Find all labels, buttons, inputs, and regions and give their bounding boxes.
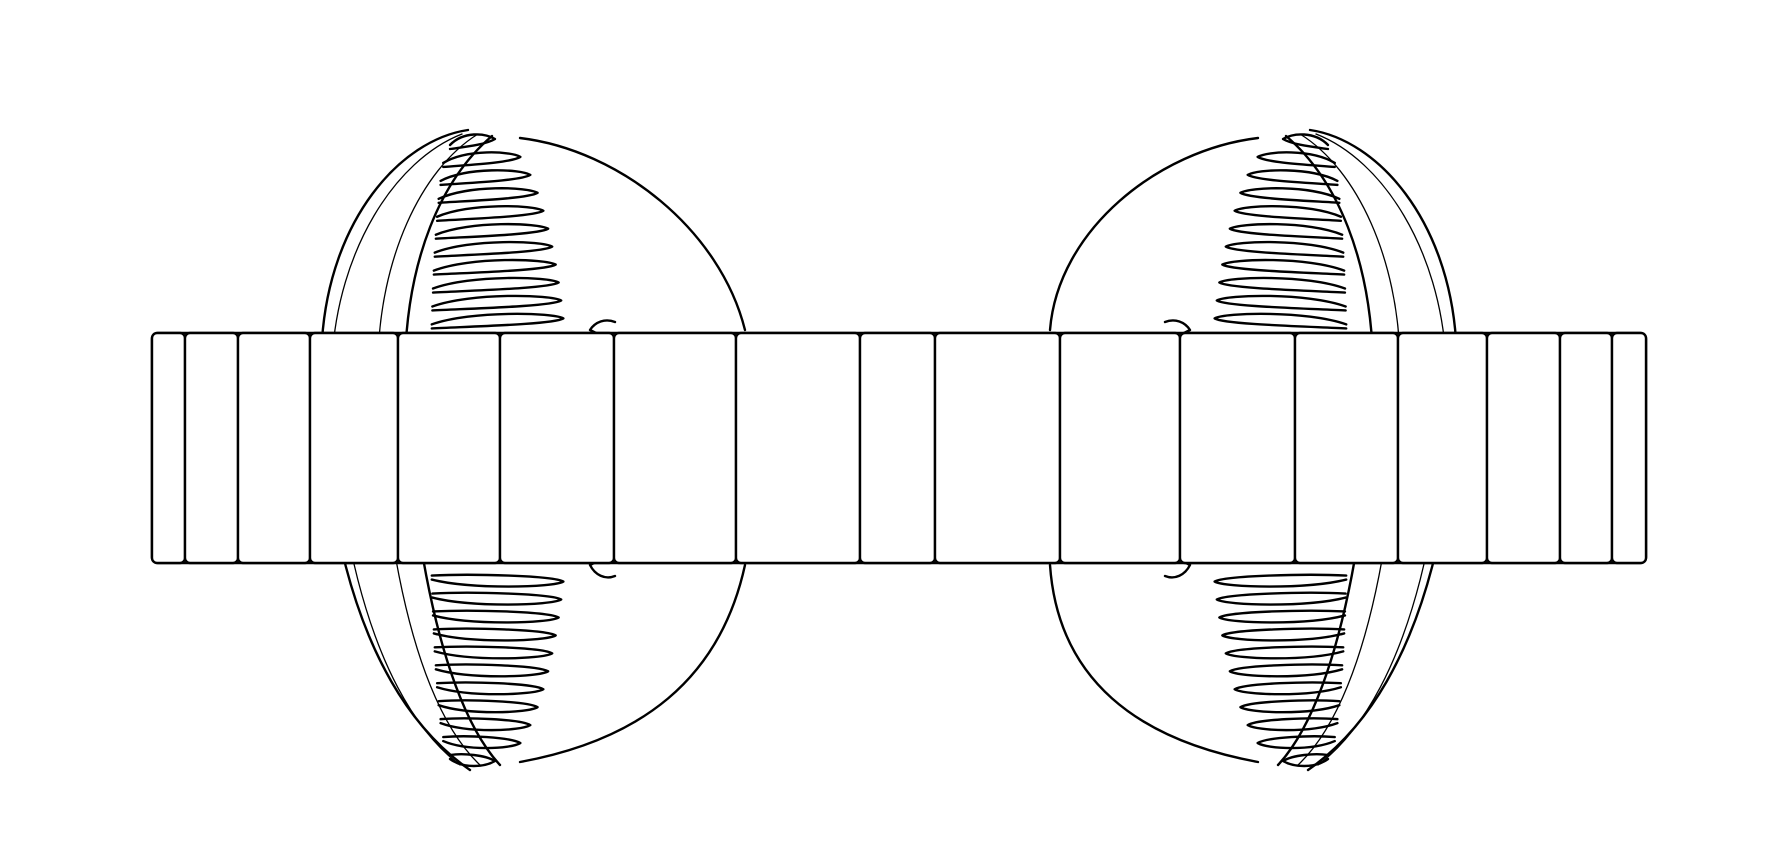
headband-segments [150,331,1648,565]
cushion-pleat [1221,627,1346,642]
cushion-pleat [433,645,554,660]
headband-segment [236,331,312,565]
headband-segment [612,331,738,565]
cushion-pleat [435,681,545,696]
cushion-pleat [1218,276,1347,294]
left-earcup-cushion-pleats [430,133,565,768]
cushion-pleat [434,663,550,678]
cushion-pleat [442,151,522,169]
cushion-pleat [1256,735,1336,750]
cushion-pleat [448,133,497,151]
cushion-pleat [442,735,522,750]
headband-segment [1485,331,1562,565]
cushion-pleat [1228,222,1344,240]
cushion-pleat [433,240,554,258]
cushion-pleat [431,294,563,312]
headband-segment [308,331,400,565]
headband-segment [1558,331,1614,565]
cushion-pleat [448,753,497,768]
cushion-pleat [1233,204,1343,222]
cushion-pleat [1213,573,1348,588]
cushion-pleat [1213,312,1348,330]
headband-segment [734,331,862,565]
cushion-pleat [430,312,565,330]
cushion-pleat [1239,699,1341,714]
headband-segment [150,331,187,565]
left-earcup [320,128,747,772]
cushion-pleat [1215,591,1347,606]
left-earcup-cushion-dome [518,136,747,764]
cushion-pleat [431,276,560,294]
cushion-pleat [437,187,539,205]
headband-segment [183,331,240,565]
cushion-pleat [1256,151,1336,169]
right-earcup-cushion-dome [1048,136,1260,764]
cushion-pleat [1224,645,1345,660]
headband [150,331,1648,565]
cushion-pleat [1221,258,1346,276]
cushion-pleat [439,717,532,732]
cushion-pleat [1215,294,1347,312]
headband-segment [396,331,502,565]
cushion-pleat [1233,681,1343,696]
cushion-pleat [437,699,539,714]
cushion-pleat [1239,187,1341,205]
cushion-pleat [1246,169,1339,187]
headband-segment [858,331,937,565]
right-earcup-cushion-pleats [1213,133,1348,768]
headband-segment [1610,331,1648,565]
cushion-pleat [434,222,550,240]
cushion-pleat [1224,240,1345,258]
cushion-pleat [1218,609,1347,624]
headband-segment [1293,331,1400,565]
cushion-pleat [1281,133,1330,151]
headband-segment [1058,331,1182,565]
cushion-pleat [1246,717,1339,732]
headband-segment [1178,331,1297,565]
cushion-pleat [435,204,545,222]
cushion-pleat [432,258,557,276]
cushion-pleat [1228,663,1344,678]
headband-segment [1396,331,1489,565]
headband-segment [498,331,616,565]
headband-segment [933,331,1062,565]
cushion-pleat [1281,753,1330,768]
cushion-pleat [432,627,557,642]
cushion-pleat [430,573,565,588]
cushion-pleat [431,609,560,624]
cushion-pleat [431,591,563,606]
cushion-pleat [439,169,532,187]
